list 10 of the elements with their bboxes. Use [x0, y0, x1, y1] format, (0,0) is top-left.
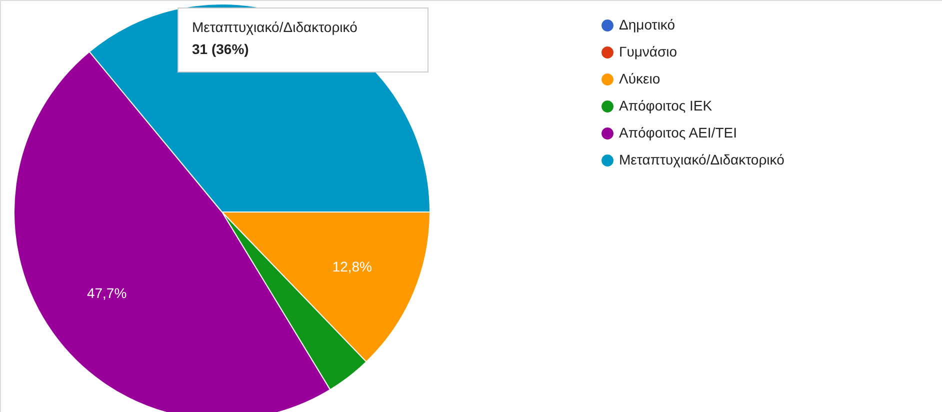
text: Μεταπτυχιακό/Διδακτορικό	[192, 19, 358, 35]
legend-label: Δημοτικό	[619, 16, 676, 32]
legend-label: Απόφοιτος ΑΕΙ/ΤΕΙ	[619, 124, 737, 140]
text: 31 (36%)	[192, 41, 249, 57]
legend-label: Απόφοιτος ΙΕΚ	[619, 98, 713, 114]
legend-label: Μεταπτυχιακό/Διδακτορικό	[619, 152, 785, 168]
legend-label: Γυμνάσιο	[619, 44, 678, 60]
data-label: 47,7%	[86, 285, 127, 302]
data-label: 12,8%	[332, 258, 372, 274]
legend-label: Λύκειο	[619, 70, 660, 86]
